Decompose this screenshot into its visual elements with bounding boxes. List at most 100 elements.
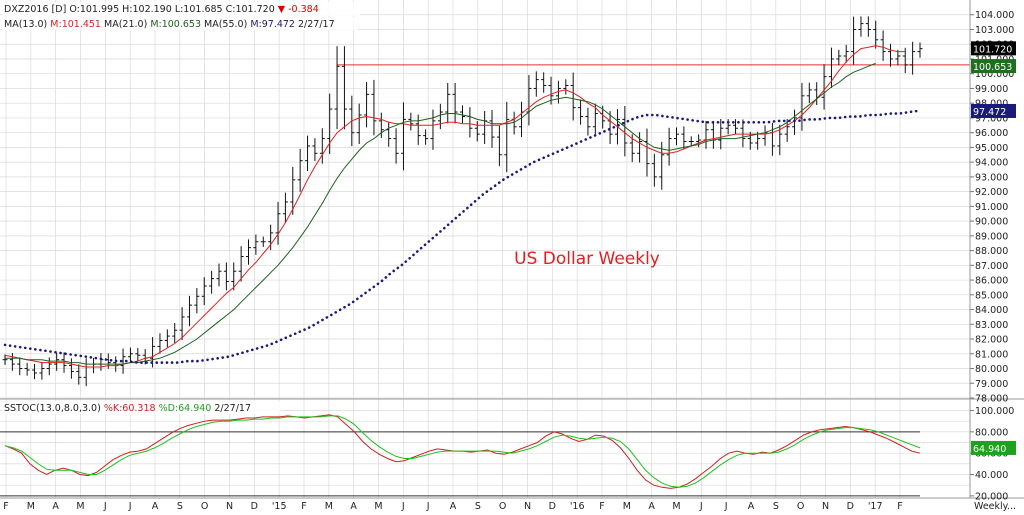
- ohlc-bar: [172, 322, 178, 344]
- stoch-tick-label: 40.000: [975, 470, 1008, 481]
- price-header: DXZ2016 [D] O:101.995 H:102.190 L:101.68…: [4, 4, 319, 15]
- price-tick-label: 83.000: [975, 320, 1008, 331]
- last-price-tag: 101.720: [973, 44, 1012, 55]
- ohlc-bar: [895, 49, 901, 66]
- stoch-header: SSTOC(13.0,8.0,3.0) %K:60.318 %D:64.940 …: [4, 403, 251, 414]
- ohlc-bars: [2, 16, 923, 387]
- ma21-tag: 100.653: [973, 62, 1012, 73]
- stoch-d-line: [4, 415, 921, 488]
- time-tick-label: D: [251, 501, 258, 511]
- ma-date: 2/27/17: [298, 19, 335, 30]
- time-tick-label: A: [648, 501, 655, 511]
- ma55-tag: 97.472: [973, 107, 1006, 118]
- close-value: C:101.720: [226, 4, 275, 15]
- ma55-value: M:97.472: [250, 19, 295, 30]
- ohlc-bar: [585, 107, 591, 136]
- ohlc-bar: [305, 135, 311, 171]
- ohlc-bar: [755, 131, 761, 150]
- moving-averages: [3, 45, 922, 368]
- ohlc-bar: [260, 236, 266, 247]
- time-tick-label: S: [177, 501, 183, 511]
- price-tick-label: 103.000: [975, 25, 1014, 36]
- price-tick-label: 81.000: [975, 349, 1008, 360]
- ohlc-bar: [290, 166, 296, 215]
- ohlc-bar: [437, 103, 443, 130]
- time-tick-label: J: [426, 501, 430, 511]
- ohlc-bar: [563, 79, 569, 95]
- ohlc-bar: [578, 99, 584, 125]
- time-tick-label: N: [524, 501, 531, 511]
- time-tick-label: M: [374, 501, 382, 511]
- ohlc-bar: [408, 112, 414, 131]
- time-tick-label: F: [897, 501, 902, 511]
- time-tick-label: A: [748, 501, 755, 511]
- ohlc-bar: [792, 109, 798, 136]
- ohlc-bar: [179, 307, 185, 340]
- ohlc-bar: [740, 119, 746, 148]
- time-tick-label: D: [847, 501, 854, 511]
- ohlc-bar: [356, 103, 362, 145]
- ma21-line: [5, 62, 876, 365]
- stoch-d-value: %D:64.940: [159, 403, 212, 414]
- ohlc-bar: [275, 201, 281, 245]
- time-tick-label: J: [724, 501, 728, 511]
- ohlc-bar: [821, 64, 827, 110]
- time-tick-label: '15: [272, 501, 287, 511]
- ohlc-bar: [851, 16, 857, 65]
- bottom-right-label: Weekly...: [974, 501, 1016, 511]
- time-tick-label: J: [699, 501, 703, 511]
- ohlc-bar: [843, 44, 849, 63]
- price-tick-label: 84.000: [975, 305, 1008, 316]
- ohlc-bar: [253, 234, 259, 255]
- time-tick-label: '16: [570, 501, 585, 511]
- time-tick-label: N: [226, 501, 233, 511]
- stoch-tick-label: 100.000: [975, 406, 1014, 417]
- ohlc-bar: [2, 354, 8, 365]
- ma-header: MA(13.0) M:101.451 MA(21.0) M:100.653 MA…: [4, 19, 335, 30]
- ohlc-bar: [393, 128, 399, 164]
- stochastic-lines: [4, 414, 921, 489]
- ohlc-bar: [570, 72, 576, 121]
- ohlc-bar: [622, 105, 628, 157]
- ohlc-bar: [371, 79, 377, 136]
- ohlc-bar: [268, 224, 274, 251]
- ohlc-bar: [400, 102, 406, 171]
- ohlc-bar: [910, 41, 916, 75]
- ohlc-bar: [76, 364, 82, 385]
- stoch-k-value: %K:60.318: [104, 403, 156, 414]
- header-bg: [2, 2, 360, 16]
- ohlc-bar: [533, 71, 539, 97]
- price-tick-label: 97.000: [975, 113, 1008, 124]
- ohlc-bar: [917, 42, 923, 58]
- ma13-value: M:101.451: [50, 19, 101, 30]
- time-tick-label: S: [475, 501, 481, 511]
- low-value: L:101.685: [175, 4, 223, 15]
- stoch-label: SSTOC(13.0,8.0,3.0): [4, 403, 101, 414]
- ohlc-bar: [216, 263, 222, 287]
- ohlc-bar: [673, 127, 679, 146]
- ohlc-bar: [430, 109, 436, 150]
- ohlc-bar: [231, 262, 237, 291]
- ohlc-bar: [496, 125, 502, 167]
- ma13-label: MA(13.0): [4, 19, 47, 30]
- stoch-header-bg: [2, 401, 280, 414]
- time-tick-label: M: [325, 501, 333, 511]
- ohlc-bar: [452, 82, 458, 124]
- price-tick-label: 87.000: [975, 261, 1008, 272]
- stoch-tag: 64.940: [973, 444, 1006, 455]
- price-tick-label: 95.000: [975, 143, 1008, 154]
- ohlc-bar: [54, 352, 60, 371]
- time-axis: F M A M J J A S O N D '15 F M A M J J A S O N D '16 F M A M J J A S O N D '…: [3, 501, 902, 512]
- stoch-tick-label: 20.000: [975, 491, 1008, 502]
- time-tick-label: N: [822, 501, 829, 511]
- ohlc-bar: [666, 127, 672, 166]
- time-tick-label: O: [797, 501, 804, 511]
- time-tick-label: M: [76, 501, 84, 511]
- symbol: DXZ2016: [4, 4, 49, 15]
- ohlc-bar: [164, 329, 170, 348]
- change-value: -0.384: [288, 4, 319, 15]
- price-axis: 78.000 79.000 80.000 81.000 82.000 83.000 84.0…: [970, 10, 1014, 405]
